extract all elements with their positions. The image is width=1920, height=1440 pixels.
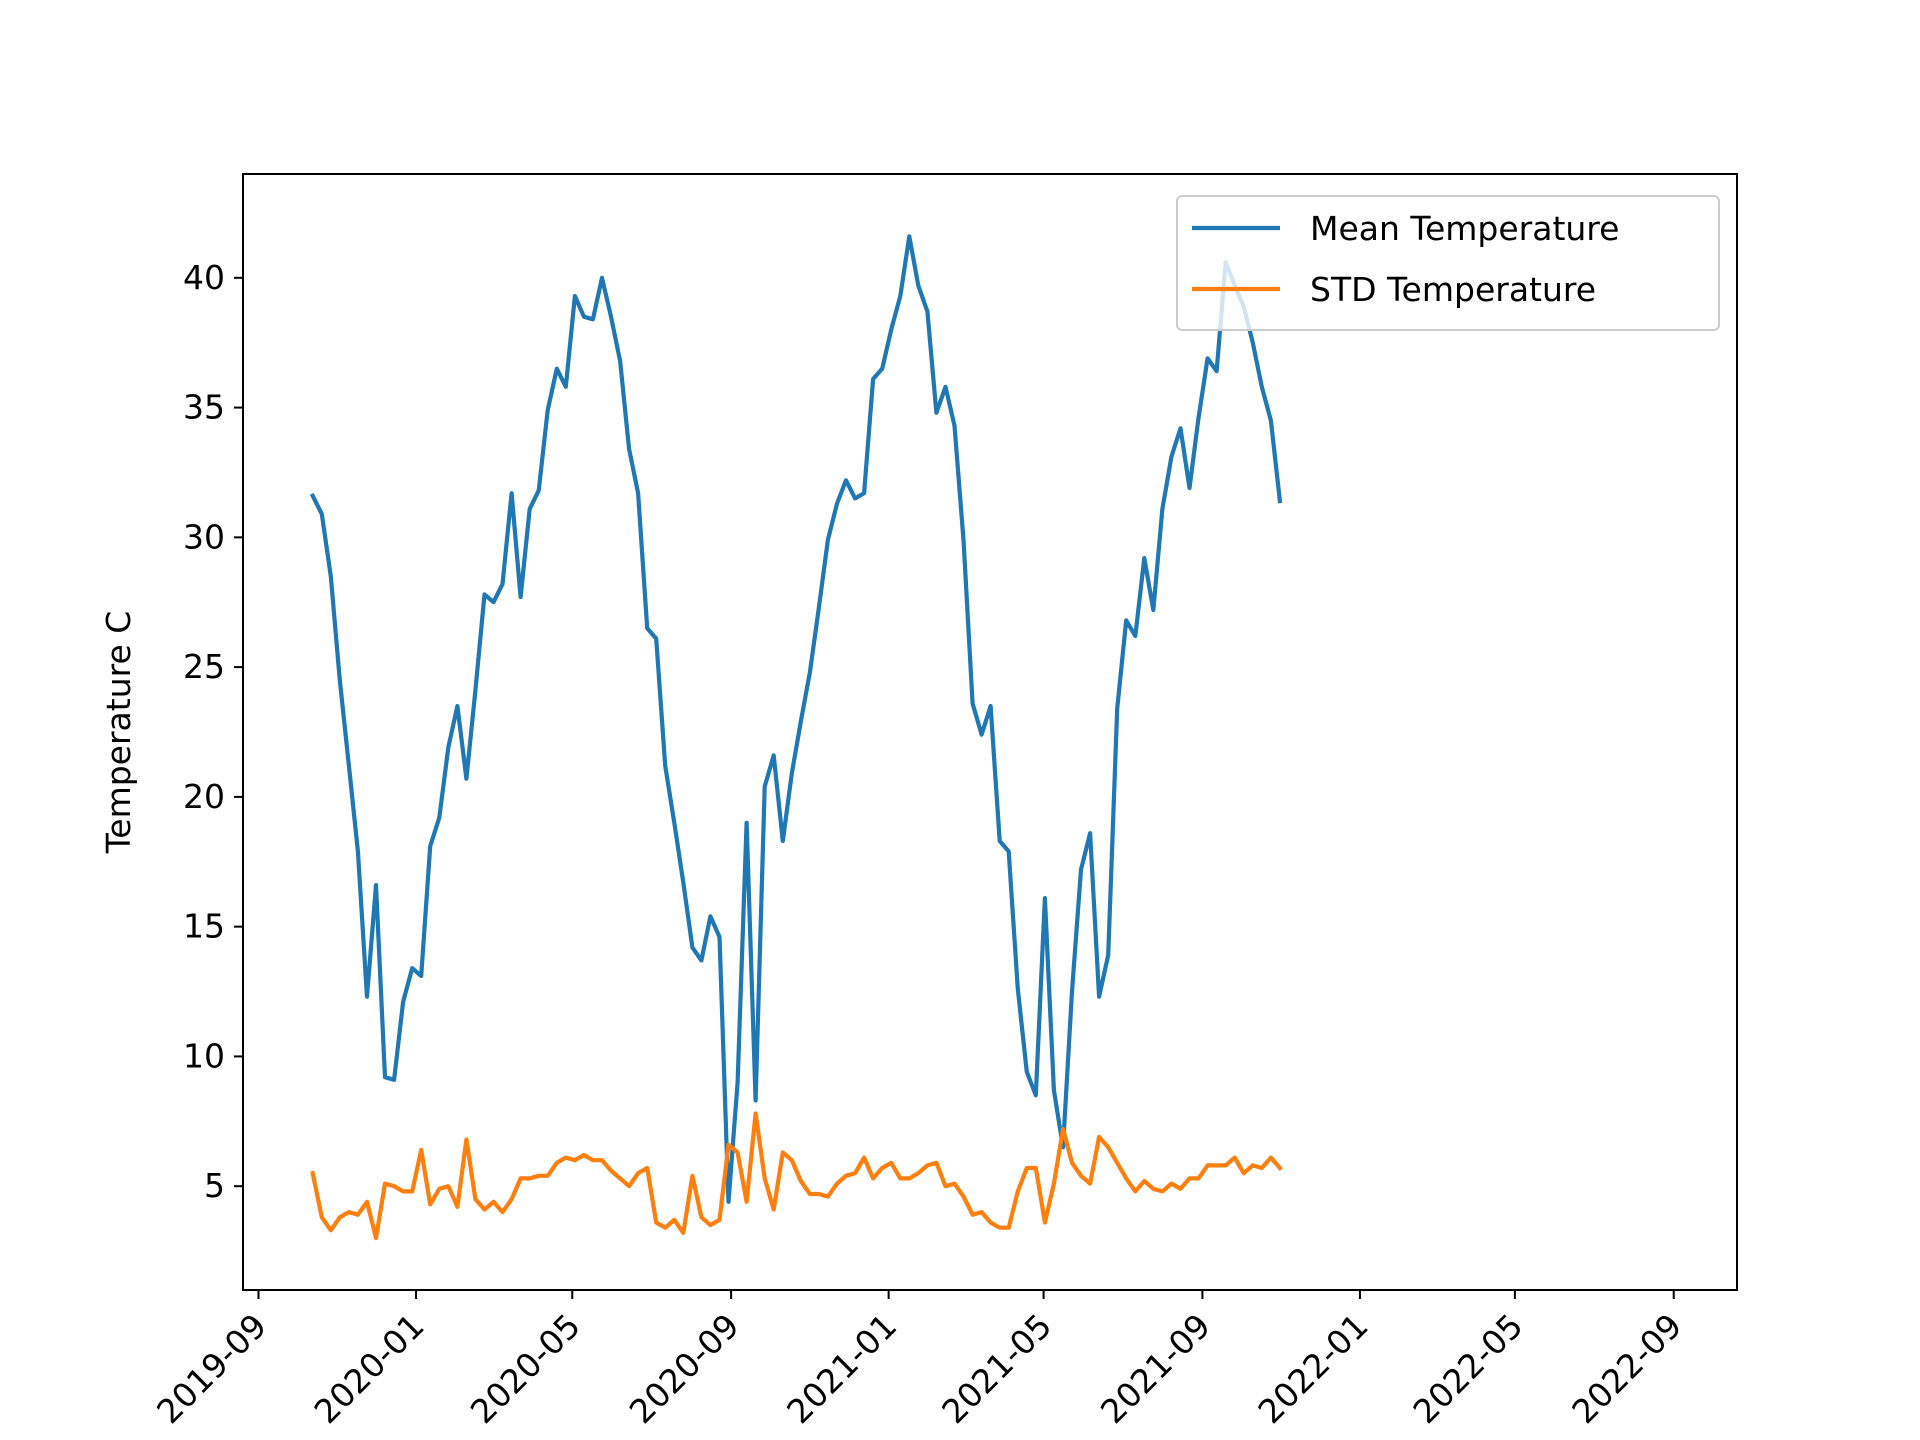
series-line-0 [309,234,1283,1204]
legend-label-1: STD Temperature [1310,270,1596,309]
series-line-1 [310,1111,1283,1241]
y-axis: 5 10 15 20 25 30 35 40 [183,258,243,1205]
plot-area [242,173,1738,1291]
y-axis-label: Temperature C [99,611,138,855]
axes-frame [242,173,1738,1291]
legend: Mean Temperature STD Temperature [1176,195,1720,331]
y-tick-label: 5 [204,1166,225,1205]
y-tick-label: 30 [183,517,225,556]
y-tick-label: 20 [183,777,225,816]
y-tick-label: 35 [183,388,225,427]
y-tick-label: 15 [183,907,225,946]
y-tick-label: 10 [183,1036,225,1075]
legend-label-0: Mean Temperature [1310,209,1619,248]
y-tick-label: 40 [183,258,225,297]
y-tick-label: 25 [183,647,225,686]
legend-box [1176,195,1720,331]
